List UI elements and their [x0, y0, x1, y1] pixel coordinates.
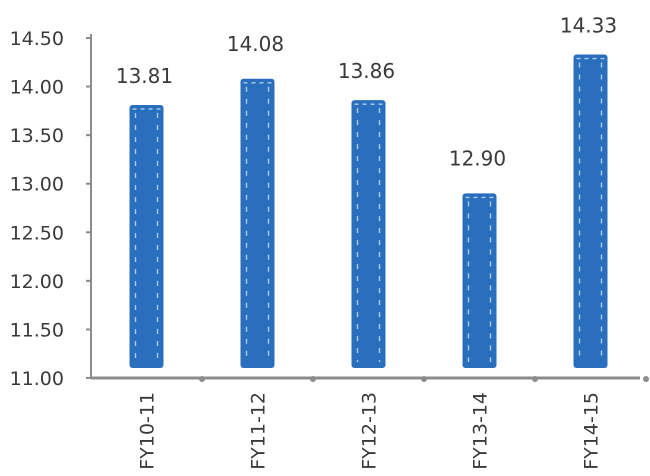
y-tick-label: 13.50	[10, 125, 64, 147]
y-tick-label: 12.50	[10, 222, 64, 244]
x-tick	[199, 376, 205, 382]
category-label: FY12-13	[359, 392, 381, 470]
y-tick-label: 11.00	[10, 368, 64, 390]
y-tick-label: 14.50	[10, 28, 64, 50]
category-label: FY13-14	[470, 392, 492, 470]
x-tick	[643, 376, 649, 382]
bar	[240, 78, 275, 369]
category-label: FY10-11	[137, 392, 159, 470]
data-label: 14.33	[560, 14, 617, 38]
category-labels: FY10-11 FY11-12 FY12-13 FY13-14 FY14-15	[137, 392, 603, 470]
y-tick-label: 12.00	[10, 271, 64, 293]
y-tick-label: 13.00	[10, 174, 64, 196]
x-tick	[532, 376, 538, 382]
bar	[351, 100, 386, 369]
data-label: 14.08	[227, 32, 284, 56]
category-label: FY11-12	[248, 392, 270, 470]
y-tick-label: 11.50	[10, 319, 64, 341]
data-label: 12.90	[449, 146, 506, 170]
bar	[573, 54, 608, 369]
y-axis: 11.00 11.50 12.00 12.50 13.00 13.50 14.00 14.50	[10, 28, 92, 390]
x-axis	[91, 376, 649, 382]
bar	[129, 105, 164, 369]
data-label: 13.86	[338, 59, 395, 83]
category-label: FY14-15	[581, 392, 603, 470]
data-label: 13.81	[116, 64, 173, 88]
data-labels: 13.81 14.08 13.86 12.90 14.33	[116, 14, 617, 171]
y-tick-label: 14.00	[10, 77, 64, 99]
x-tick	[310, 376, 316, 382]
bar	[462, 193, 497, 368]
x-tick	[421, 376, 427, 382]
bars	[129, 54, 608, 369]
